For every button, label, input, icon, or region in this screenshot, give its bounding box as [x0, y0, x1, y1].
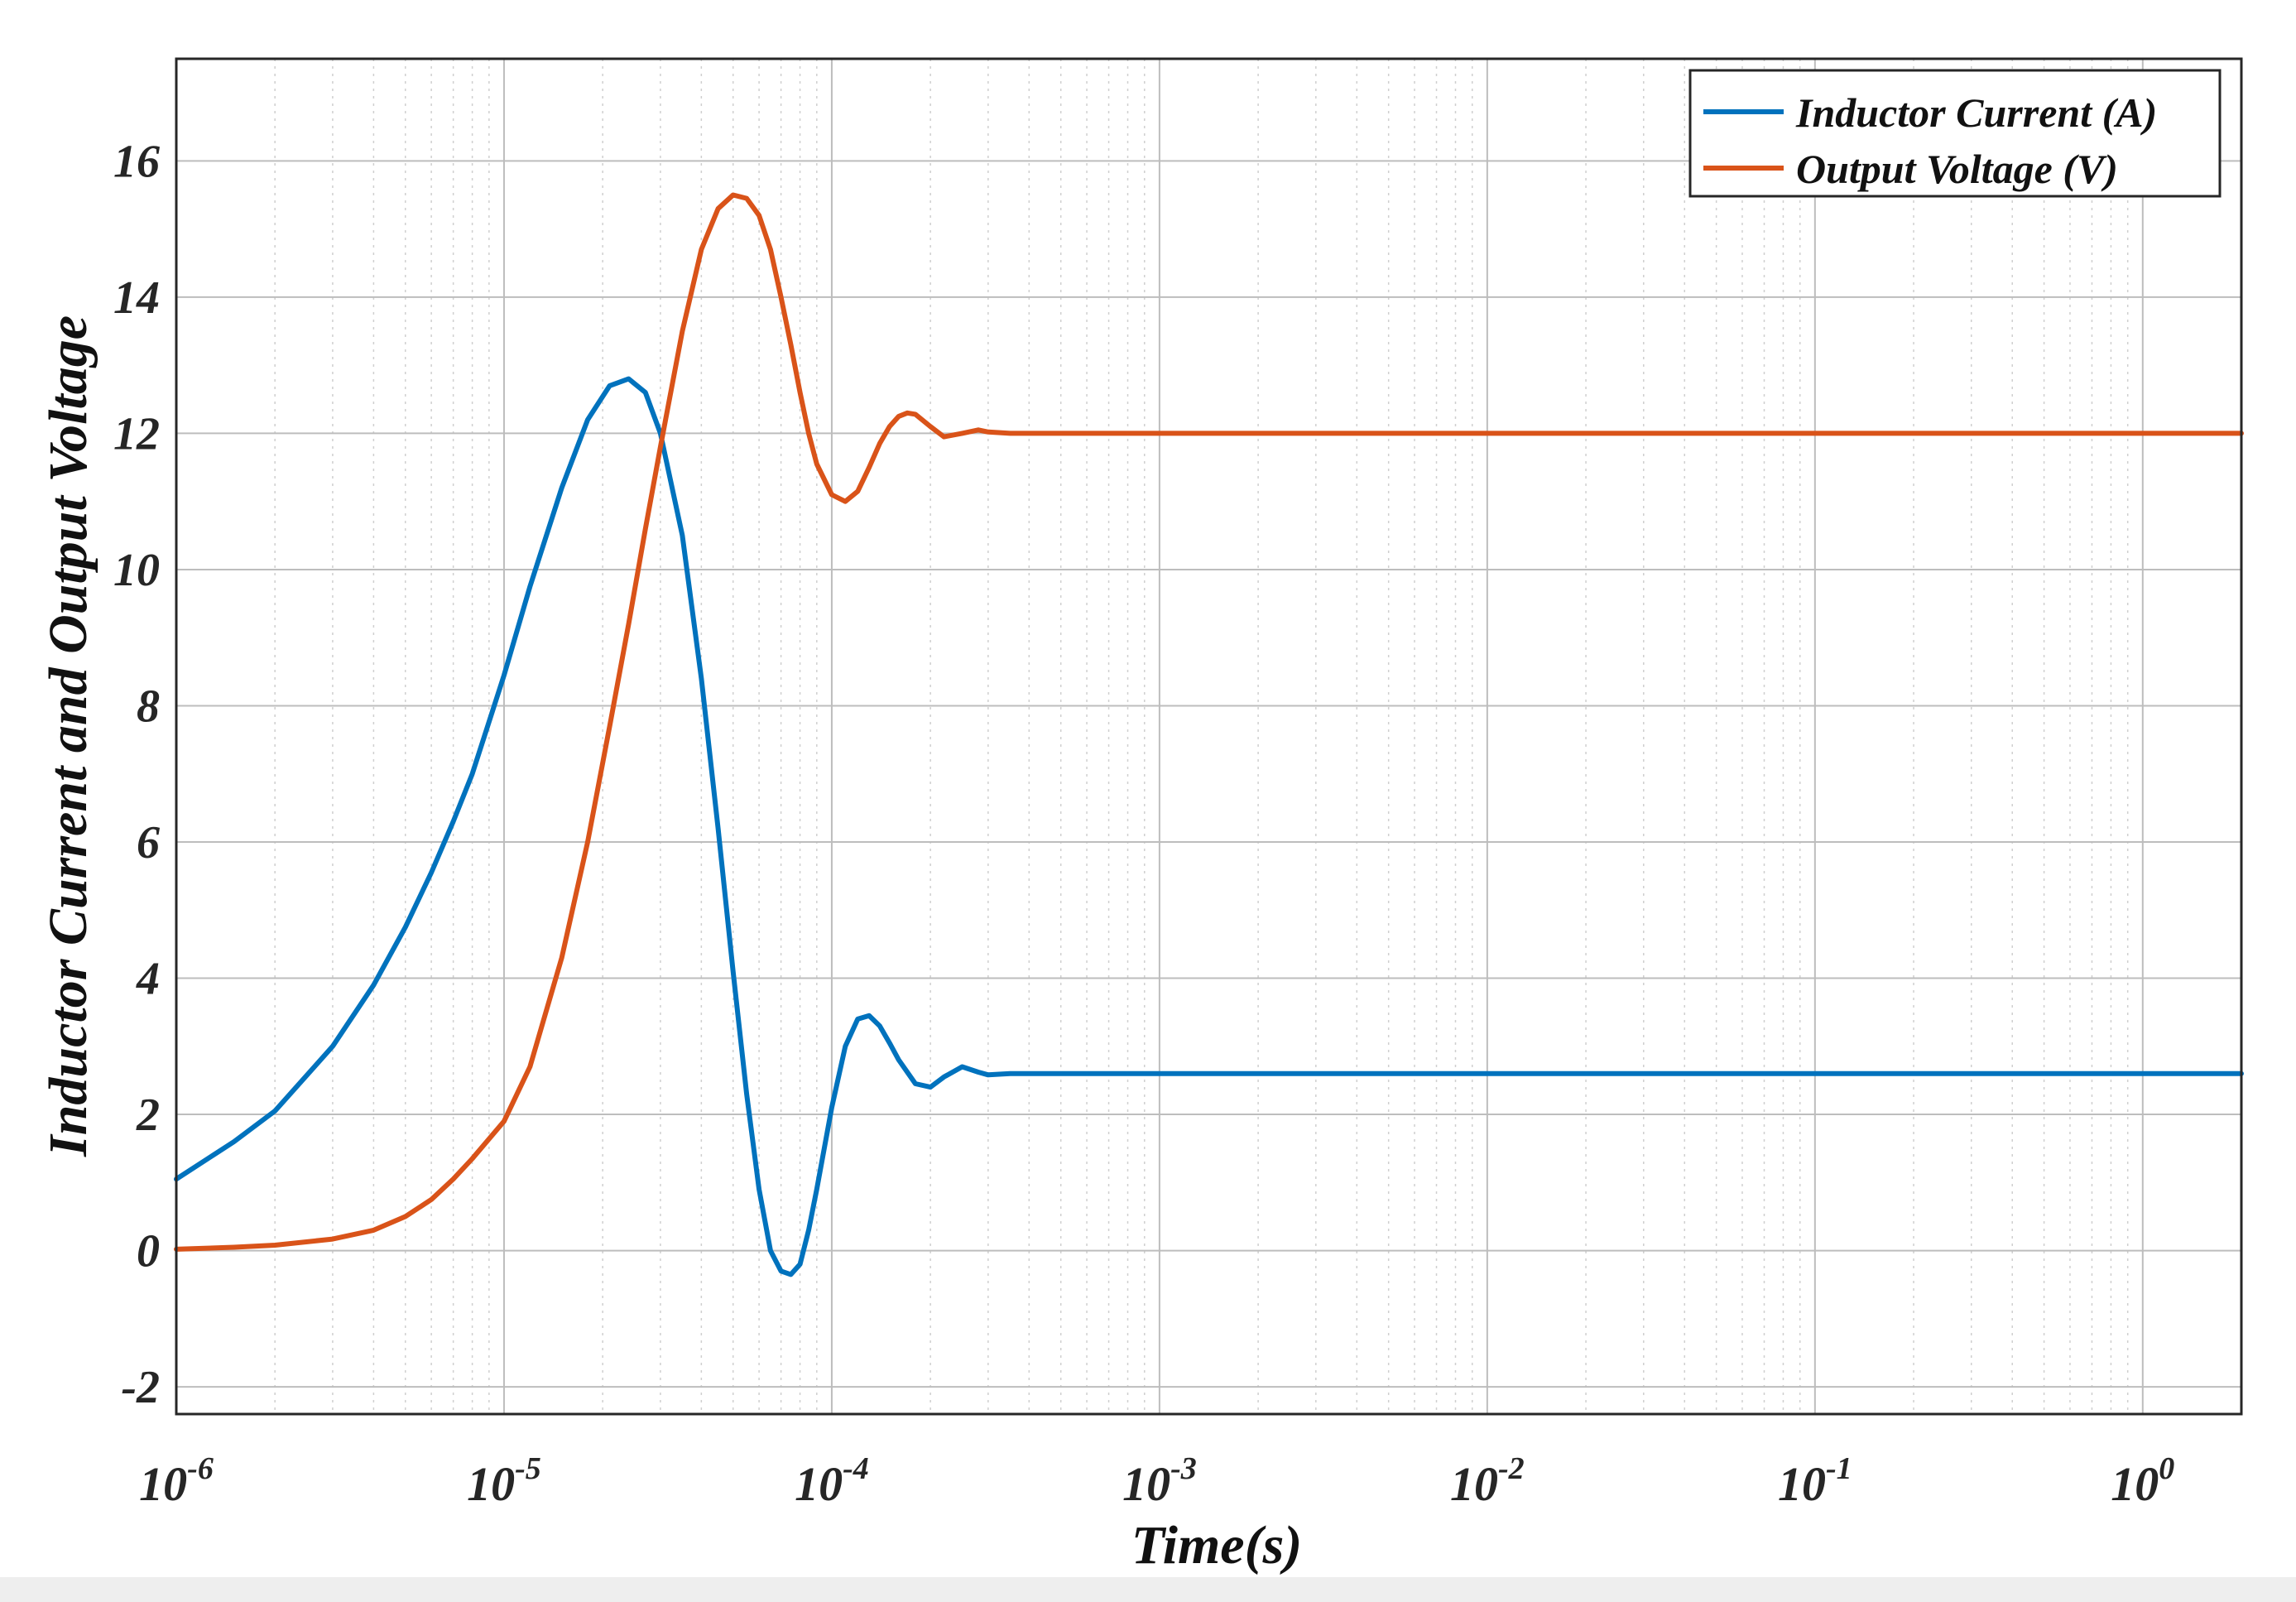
series-layer: [174, 192, 2244, 1277]
y-axis-title: Inductor Current and Output Voltage: [38, 315, 98, 1157]
bottom-strip: [0, 1577, 2296, 1602]
y-tick-label: 6: [137, 817, 160, 868]
y-tick-label: 8: [137, 681, 160, 732]
x-tick-label: 10-4: [795, 1451, 869, 1511]
x-tick-labels: 10-6 10-5 10-4 10-3 10-2 10-1 100: [139, 1451, 2174, 1511]
plot-frame: [175, 57, 2243, 1416]
inductor-current-line: [174, 376, 2244, 1277]
y-tick-labels: -2 0 2 4 6 8 10 12 14 16: [113, 136, 160, 1413]
y-tick-label: -2: [121, 1362, 160, 1413]
x-tick-label: 10-3: [1122, 1451, 1197, 1511]
x-tick-label: 10-1: [1778, 1451, 1852, 1511]
output-voltage-line: [174, 192, 2244, 1252]
y-tick-label: 0: [137, 1226, 160, 1277]
legend-box: [1688, 69, 2222, 198]
plot-area: [176, 59, 2241, 1414]
legend: Inductor Current (A) Output Voltage (V): [1688, 69, 2222, 198]
x-axis-title: Time(s): [1131, 1515, 1302, 1576]
y-tick-label: 16: [113, 136, 160, 187]
y-tick-label: 2: [136, 1090, 160, 1141]
y-tick-label: 10: [113, 545, 160, 596]
x-tick-label: 10-5: [467, 1451, 541, 1511]
x-tick-label: 10-2: [1450, 1451, 1525, 1511]
y-tick-label: 12: [113, 408, 160, 459]
minor-grid: [274, 59, 2242, 1414]
x-tick-label: 10-6: [139, 1451, 214, 1511]
y-tick-label: 4: [136, 954, 160, 1005]
legend-label-inductor-current: Inductor Current (A): [1795, 89, 2157, 136]
legend-label-output-voltage: Output Voltage (V): [1796, 146, 2118, 192]
y-tick-label: 14: [113, 272, 160, 324]
x-tick-label: 100: [2111, 1451, 2174, 1511]
